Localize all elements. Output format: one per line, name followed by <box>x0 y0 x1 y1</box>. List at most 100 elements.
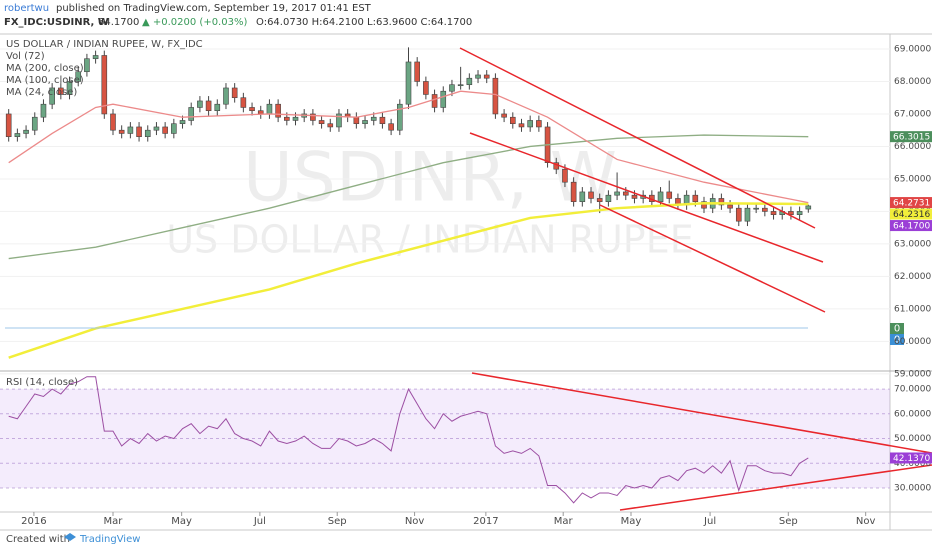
candle-body <box>92 55 99 60</box>
published: published on TradingView.com, September … <box>56 3 372 14</box>
candle-body <box>171 123 177 134</box>
candle-body <box>735 207 742 222</box>
volume-tag-label: 0 <box>894 335 900 346</box>
candle-body <box>588 191 594 199</box>
legend-entry: MA (100, close) <box>6 75 84 86</box>
candle-body <box>397 103 403 131</box>
candle-body <box>58 87 64 95</box>
x-tick-label: Nov <box>856 516 876 527</box>
candle-body <box>536 120 542 128</box>
price-tag-label: 66.3015 <box>893 133 930 143</box>
y-tick-label: 59.0000 <box>894 369 931 379</box>
x-tick-label: 2016 <box>21 516 46 527</box>
candle-body <box>14 133 21 138</box>
candle-body <box>483 74 490 79</box>
y-tick-label: 61.0000 <box>894 304 931 314</box>
x-tick-label: Sep <box>328 516 347 527</box>
y-tick-label: 66.0000 <box>894 142 931 152</box>
candle-body <box>657 191 664 202</box>
candle-body <box>379 116 386 125</box>
price-tag-label: 64.2731 <box>893 199 930 209</box>
candle-body <box>509 116 516 125</box>
price-tag <box>890 197 932 209</box>
candle-body <box>605 194 612 202</box>
volume-tag <box>890 334 904 345</box>
candle-body <box>570 181 577 202</box>
x-tick-label: Mar <box>554 516 574 527</box>
candle-body <box>727 204 733 209</box>
candle-body <box>136 126 142 138</box>
candle-body <box>449 84 455 92</box>
trend-line <box>471 372 932 454</box>
candle-body <box>353 116 360 125</box>
candle-body <box>431 94 438 108</box>
candle-body <box>336 113 342 128</box>
x-tick-label: May <box>171 516 192 527</box>
price-tag-label: 64.2316 <box>893 210 930 220</box>
candle-body <box>388 123 394 131</box>
rsi-title: RSI (14, close) <box>6 377 78 388</box>
candle-body <box>153 126 160 131</box>
author[interactable]: robertwu <box>4 3 49 14</box>
candle-body <box>527 120 533 128</box>
trend-line <box>469 132 824 263</box>
price-tag <box>890 208 932 220</box>
candle-body <box>188 107 195 121</box>
candle-body <box>75 71 82 82</box>
candle-body <box>414 61 420 82</box>
candle-body <box>284 116 290 121</box>
footer-brand[interactable]: TradingView <box>79 534 140 545</box>
candle-body <box>66 81 73 95</box>
candle-body <box>475 74 481 79</box>
candle-body <box>5 113 12 138</box>
candle-body <box>118 129 125 134</box>
watermark: USDINR, W <box>243 139 617 218</box>
y-tick-label: 65.0000 <box>894 174 931 184</box>
legend-entry: Vol (72) <box>6 51 45 62</box>
candle-body <box>596 198 603 202</box>
price-tag <box>890 131 932 143</box>
candle-body <box>257 110 264 115</box>
y-tick-label: 40.0000 <box>894 459 931 469</box>
candle-body <box>292 116 299 121</box>
candle-body <box>753 207 759 210</box>
candle-body <box>127 126 134 134</box>
rsi-tag <box>890 452 932 464</box>
candle-body <box>144 129 151 138</box>
candle-body <box>562 168 568 183</box>
candle-body <box>457 84 464 87</box>
volume-tag <box>890 323 904 334</box>
candle-body <box>179 120 186 125</box>
price-tag-label: 64.1700 <box>893 222 930 232</box>
x-tick-label: Nov <box>405 516 425 527</box>
legend-entry: MA (24, close) <box>6 87 77 98</box>
candle-body <box>23 129 29 134</box>
moving-average <box>8 134 809 260</box>
x-tick-label: Jul <box>253 516 266 527</box>
candle-body <box>370 116 377 121</box>
candle-body <box>762 207 768 212</box>
y-tick-label: 60.0000 <box>894 337 931 347</box>
candle-body <box>440 90 447 108</box>
candle-body <box>110 113 116 131</box>
moving-average <box>8 90 809 204</box>
rsi-tag-label: 42.1370 <box>893 454 930 464</box>
trend-lines <box>459 47 932 511</box>
moving-average <box>8 202 809 359</box>
candle-body <box>40 103 47 118</box>
candle-body <box>240 97 247 108</box>
candle-body <box>310 113 316 121</box>
rsi-pane <box>0 376 890 504</box>
price-tag <box>890 220 932 232</box>
candle-body <box>744 207 751 222</box>
candle-body <box>197 100 203 108</box>
x-tick-label: Jul <box>703 516 716 527</box>
price-pane <box>0 47 890 375</box>
candle-body <box>423 81 429 95</box>
y-tick-label: 68.0000 <box>894 77 931 87</box>
y-tick-label: 70.0000 <box>894 385 931 395</box>
y-tick-label: 60.0000 <box>894 409 931 419</box>
x-tick-label: May <box>621 516 642 527</box>
candle-body <box>31 116 38 131</box>
candle-body <box>405 61 412 105</box>
